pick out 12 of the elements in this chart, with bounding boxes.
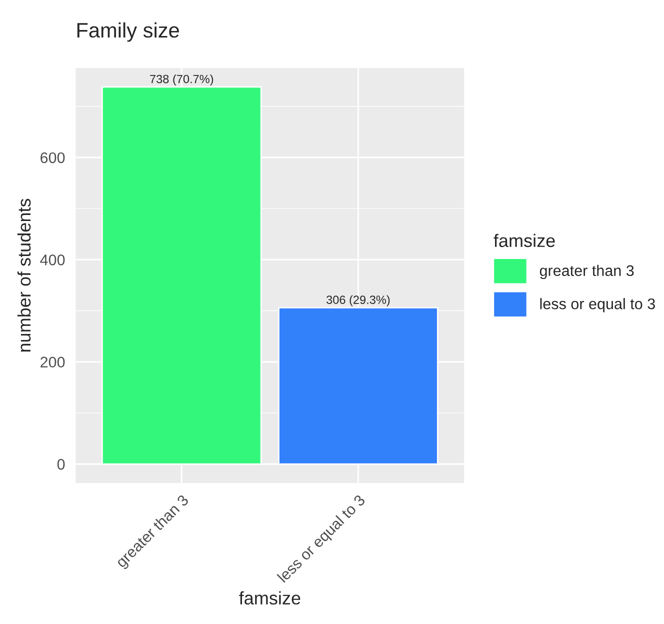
x-axis-title: famsize (239, 591, 300, 605)
data-label: 306 (29.3%) (326, 295, 390, 306)
y-tick-label: 400 (40, 254, 65, 266)
legend-title: famsize (494, 234, 555, 248)
y-tick-label: 0 (57, 458, 65, 470)
legend-label: less or equal to 3 (540, 298, 655, 312)
legend-label: greater than 3 (540, 264, 634, 280)
chart-title: Family size (77, 22, 179, 42)
data-label: 738 (70.7%) (150, 74, 214, 86)
y-tick-label: 200 (40, 356, 65, 368)
y-tick-label: 600 (40, 152, 65, 164)
y-axis-title: number of students (17, 198, 31, 352)
